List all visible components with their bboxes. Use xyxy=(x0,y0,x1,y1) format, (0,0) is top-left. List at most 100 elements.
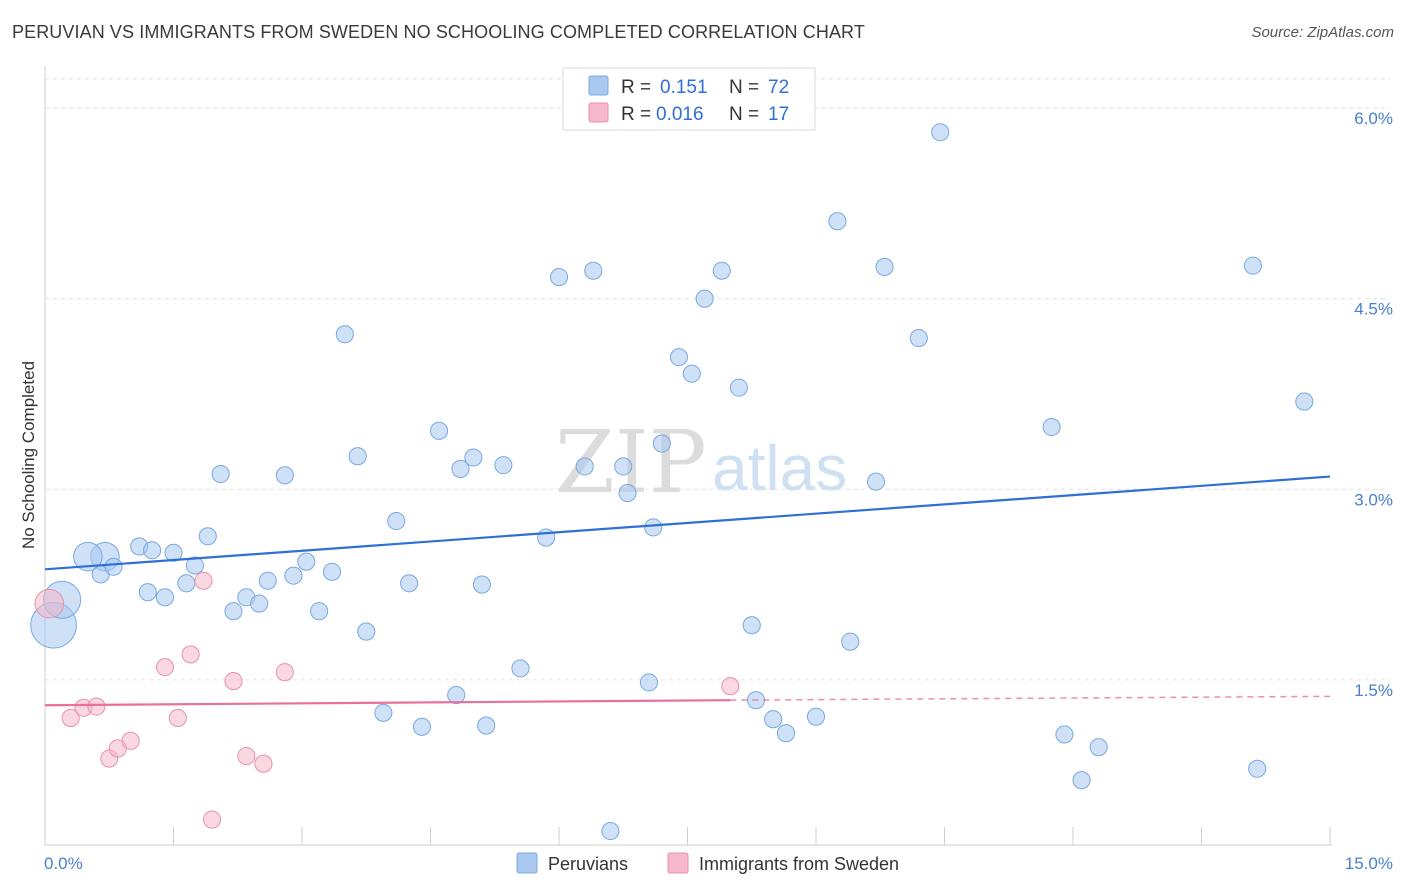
point-peruvians-67 xyxy=(1089,738,1108,757)
point-peruvians-23 xyxy=(322,562,342,581)
tick-labels: 1.5% 3.0% 4.5% 6.0% 0.0% 15.0% xyxy=(44,109,1393,873)
bottom-legend-sweden: Immigrants from Sweden xyxy=(699,854,899,874)
y-tick-label-2: 4.5% xyxy=(1354,300,1393,319)
legend-r-label-2: R = xyxy=(621,104,651,125)
point-peruvians-63 xyxy=(931,123,950,142)
point-peruvians-61 xyxy=(875,257,894,276)
legend-n-value-1: 72 xyxy=(768,77,789,98)
point-peruvians-9 xyxy=(155,588,174,607)
point-peruvians-5 xyxy=(104,557,123,576)
point-peruvians-13 xyxy=(198,527,217,546)
point-peruvians-33 xyxy=(451,459,470,478)
point-peruvians-25 xyxy=(348,447,367,466)
point-peruvians-49 xyxy=(682,364,701,383)
point-peruvians-69 xyxy=(1248,759,1267,778)
y-tick-label-1: 3.0% xyxy=(1354,490,1393,509)
legend-n-label-1: N = xyxy=(729,77,759,98)
chart-title: PERUVIAN VS IMMIGRANTS FROM SWEDEN NO SC… xyxy=(12,22,865,42)
point-peruvians-8 xyxy=(143,541,162,560)
point-peruvians-39 xyxy=(537,528,556,547)
point-sweden-11 xyxy=(203,810,222,829)
watermark-atlas: atlas xyxy=(712,432,847,504)
point-peruvians-66 xyxy=(1072,771,1091,790)
point-peruvians-15 xyxy=(224,602,243,621)
data-points xyxy=(30,123,1314,841)
point-peruvians-12 xyxy=(185,556,204,575)
point-peruvians-44 xyxy=(618,484,637,503)
point-peruvians-52 xyxy=(729,378,748,397)
point-peruvians-24 xyxy=(335,325,354,344)
point-peruvians-64 xyxy=(1042,417,1061,437)
point-peruvians-60 xyxy=(866,472,886,491)
point-peruvians-26 xyxy=(357,622,376,641)
point-peruvians-34 xyxy=(464,448,483,467)
point-peruvians-57 xyxy=(806,707,826,726)
axes xyxy=(44,66,1332,846)
trend-line-extension-sweden xyxy=(730,695,1331,701)
point-peruvians-55 xyxy=(764,710,783,729)
y-tick-label-0: 1.5% xyxy=(1354,681,1393,700)
point-peruvians-45 xyxy=(639,673,659,692)
trend-line-peruvians xyxy=(44,475,1331,571)
point-peruvians-14 xyxy=(211,464,230,484)
point-peruvians-7 xyxy=(138,583,157,602)
legend-swatch-peruvians xyxy=(588,75,609,96)
watermark: ZIP atlas xyxy=(555,413,847,513)
point-peruvians-59 xyxy=(841,632,860,651)
legend-swatch-sweden xyxy=(588,102,609,123)
point-peruvians-38 xyxy=(511,659,530,678)
point-sweden-6 xyxy=(121,731,140,750)
point-peruvians-22 xyxy=(310,602,329,621)
point-peruvians-17 xyxy=(250,594,269,613)
x-tick-label-1: 15.0% xyxy=(1345,854,1393,873)
point-sweden-12 xyxy=(224,672,243,691)
legend-n-label-2: N = xyxy=(729,104,759,125)
point-peruvians-36 xyxy=(477,716,496,735)
bottom-legend-swatch-peruvians xyxy=(516,852,538,874)
point-peruvians-35 xyxy=(472,575,491,594)
point-peruvians-10 xyxy=(164,543,183,562)
point-sweden-10 xyxy=(194,571,213,590)
point-peruvians-48 xyxy=(669,348,688,367)
point-sweden-1 xyxy=(61,708,80,728)
legend-r-label-1: R = xyxy=(621,77,651,98)
point-peruvians-3 xyxy=(73,541,103,572)
point-peruvians-51 xyxy=(712,261,731,280)
point-sweden-9 xyxy=(181,645,200,664)
point-peruvians-58 xyxy=(828,212,847,231)
point-peruvians-29 xyxy=(400,574,419,593)
point-peruvians-32 xyxy=(447,686,466,705)
legend: R = 0.151 N = 72 R = 0.016 N = 17 xyxy=(562,67,816,131)
bottom-legend-peruvians: Peruvians xyxy=(548,854,628,874)
point-peruvians-62 xyxy=(909,329,928,348)
point-peruvians-41 xyxy=(575,457,594,476)
point-peruvians-20 xyxy=(284,566,303,585)
point-peruvians-37 xyxy=(494,456,513,475)
legend-n-value-2: 17 xyxy=(768,104,789,125)
point-peruvians-30 xyxy=(412,717,431,736)
point-sweden-14 xyxy=(254,754,273,773)
source-credit: Source: ZipAtlas.com xyxy=(1251,24,1394,41)
bottom-legend: Peruvians Immigrants from Sweden xyxy=(516,852,899,874)
point-peruvians-19 xyxy=(275,466,294,485)
point-peruvians-46 xyxy=(644,518,663,537)
point-peruvians-70 xyxy=(1295,392,1314,411)
point-peruvians-11 xyxy=(177,574,196,593)
point-sweden-3 xyxy=(87,697,106,716)
point-sweden-15 xyxy=(275,663,294,682)
point-sweden-16 xyxy=(721,677,740,696)
point-peruvians-50 xyxy=(695,289,714,308)
point-peruvians-42 xyxy=(584,261,603,280)
point-sweden-8 xyxy=(168,708,187,728)
legend-r-value-2: 0.016 xyxy=(656,104,704,125)
y-tick-label-3: 6.0% xyxy=(1354,109,1393,128)
point-sweden-0 xyxy=(34,588,65,619)
point-peruvians-56 xyxy=(776,724,796,743)
legend-r-value-1: 0.151 xyxy=(660,77,708,98)
point-peruvians-65 xyxy=(1055,725,1074,744)
point-peruvians-43 xyxy=(601,821,620,841)
x-tick-label-0: 0.0% xyxy=(44,854,83,873)
point-peruvians-31 xyxy=(430,421,449,440)
point-peruvians-28 xyxy=(387,511,406,531)
